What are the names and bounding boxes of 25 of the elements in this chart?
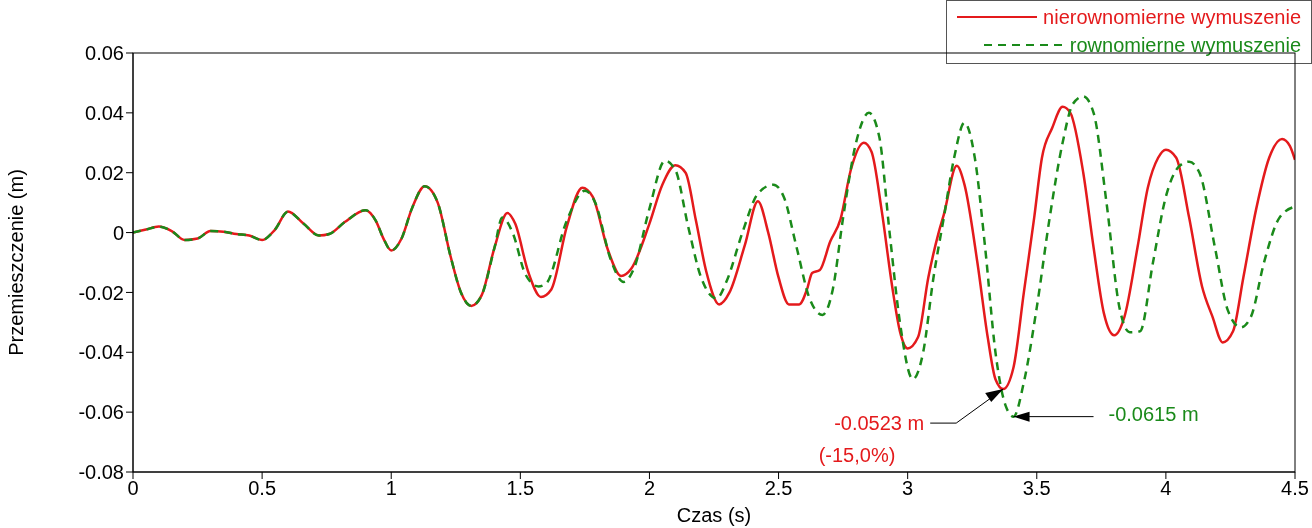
y-tick-label: 0.06 xyxy=(85,42,124,65)
y-tick-label: -0.08 xyxy=(78,461,124,484)
x-tick-label: 0.5 xyxy=(248,477,277,500)
y-tick-label: 0.04 xyxy=(85,101,124,124)
x-tick-label: 4 xyxy=(1160,477,1172,500)
x-tick-label: 0 xyxy=(127,477,139,500)
x-tick-label: 1 xyxy=(385,477,397,500)
x-tick-label: 4.5 xyxy=(1281,477,1309,500)
y-tick-label: 0 xyxy=(112,221,124,244)
x-tick-label: 3.5 xyxy=(1022,477,1051,500)
annotation: -0.0523 m xyxy=(834,412,925,435)
x-tick-label: 2 xyxy=(643,477,656,500)
y-tick-label: -0.06 xyxy=(78,401,124,424)
y-tick-label: -0.04 xyxy=(78,341,124,364)
annotation: (-15,0%) xyxy=(818,444,896,466)
annotation: -0.0615 m xyxy=(1108,402,1199,425)
legend-label: rownomierne wymuszenie xyxy=(1069,33,1301,57)
y-tick-label: 0.02 xyxy=(85,161,124,184)
y-axis-title: Przemieszczenie (m) xyxy=(5,169,28,356)
x-axis-title: Czas (s) xyxy=(676,504,752,526)
x-tick-label: 3 xyxy=(902,477,914,500)
x-tick-label: 1.5 xyxy=(506,477,535,500)
x-tick-label: 2.5 xyxy=(764,477,793,500)
y-tick-label: -0.02 xyxy=(78,281,124,304)
legend-label: nierownomierne wymuszenie xyxy=(1043,5,1301,29)
